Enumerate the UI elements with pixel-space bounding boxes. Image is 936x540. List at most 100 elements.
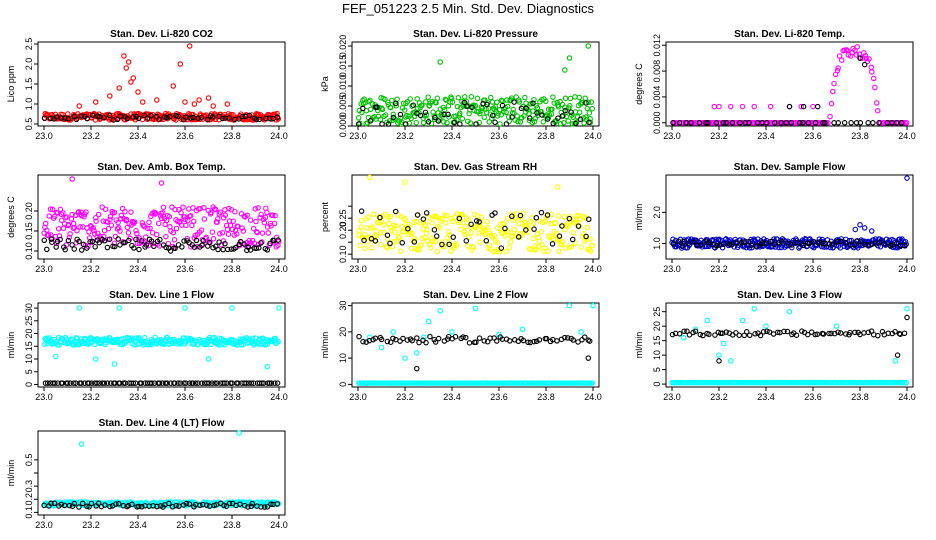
data-point [53,244,59,250]
y-axis-label: percent [320,201,330,232]
data-point [360,234,367,241]
data-point [586,216,592,223]
data-point [384,338,391,345]
data-point [166,500,172,507]
y-tick-label: 0.005 [338,95,348,118]
data-point [409,230,415,237]
data-point [195,115,201,122]
data-point [115,501,122,507]
data-point [214,339,220,345]
data-point [264,504,271,510]
data-point [222,241,228,247]
data-point [432,114,438,121]
data-point [239,225,245,231]
data-point [726,241,733,247]
data-point [852,226,859,233]
data-point [589,242,595,249]
data-point [716,103,722,110]
data-point [484,101,490,108]
data-point [188,115,194,121]
data-point [467,120,474,126]
data-point [186,501,193,507]
data-point [868,64,874,71]
data-point [837,330,844,336]
data-point [266,115,273,121]
data-point [440,119,447,125]
x-tick-label: 23.2 [396,392,414,402]
data-point [562,67,568,73]
data-point [136,246,142,253]
data-point [892,328,898,335]
data-point [178,209,184,216]
data-point [131,245,137,251]
x-tick-label: 23.0 [35,131,53,141]
data-point [407,96,413,102]
y-tick-label: 0.000 [652,112,662,135]
data-point [129,501,135,508]
data-point [177,61,184,67]
data-point [76,305,83,311]
x-tick-label: 23.8 [537,131,555,141]
data-point [783,120,790,126]
data-point [382,96,388,103]
data-point [415,105,421,112]
data-point [112,243,118,250]
y-axis-label: Lico ppm [6,66,16,103]
data-point [449,218,456,225]
y-tick-label: 2.5 [24,38,34,51]
plot-frame [665,41,914,127]
data-point [158,215,165,222]
data-point [443,220,449,226]
data-point [554,184,561,190]
data-point [57,206,64,213]
data-point [125,237,132,244]
data-point [183,114,189,120]
data-point [448,95,455,102]
data-point [228,246,235,252]
data-point [377,230,384,236]
data-point [229,305,235,311]
data-point [539,241,545,248]
data-point [99,380,106,386]
data-point [417,220,424,226]
x-tick-label: 23.6 [804,392,822,402]
y-tick-label: 15 [652,336,662,346]
data-point [509,114,515,120]
data-point [191,244,198,250]
data-point [745,238,752,245]
data-point [902,238,909,245]
data-point [736,332,742,338]
data-point [124,115,131,122]
panel-title: Stan. Dev. Li-820 Pressure [413,29,538,40]
data-point [463,334,469,341]
x-tick-label: 23.0 [663,264,681,274]
x-tick-label: 23.8 [223,392,241,402]
data-point [185,217,191,224]
data-point [492,104,499,110]
data-point [755,379,761,386]
data-point [800,120,806,126]
y-tick-label: 0.000 [338,115,348,138]
data-point [44,227,50,234]
y-tick-label: 2.0 [24,58,34,71]
data-point [360,338,366,345]
data-point [224,380,230,386]
data-point [217,209,224,215]
x-tick-label: 23.6 [176,392,194,402]
data-point [105,225,112,232]
data-point [378,344,385,351]
data-point [182,99,188,105]
y-axis-label: ml/min [320,332,330,359]
x-tick-label: 23.2 [82,392,100,402]
data-point [91,231,98,237]
data-point [583,233,589,240]
data-point [506,244,513,251]
data-point [209,229,216,235]
data-point [220,246,226,253]
data-point [69,242,75,248]
data-point [56,233,63,239]
data-point [272,380,278,386]
data-point [205,95,212,101]
data-point [737,120,743,126]
data-point [523,227,529,233]
